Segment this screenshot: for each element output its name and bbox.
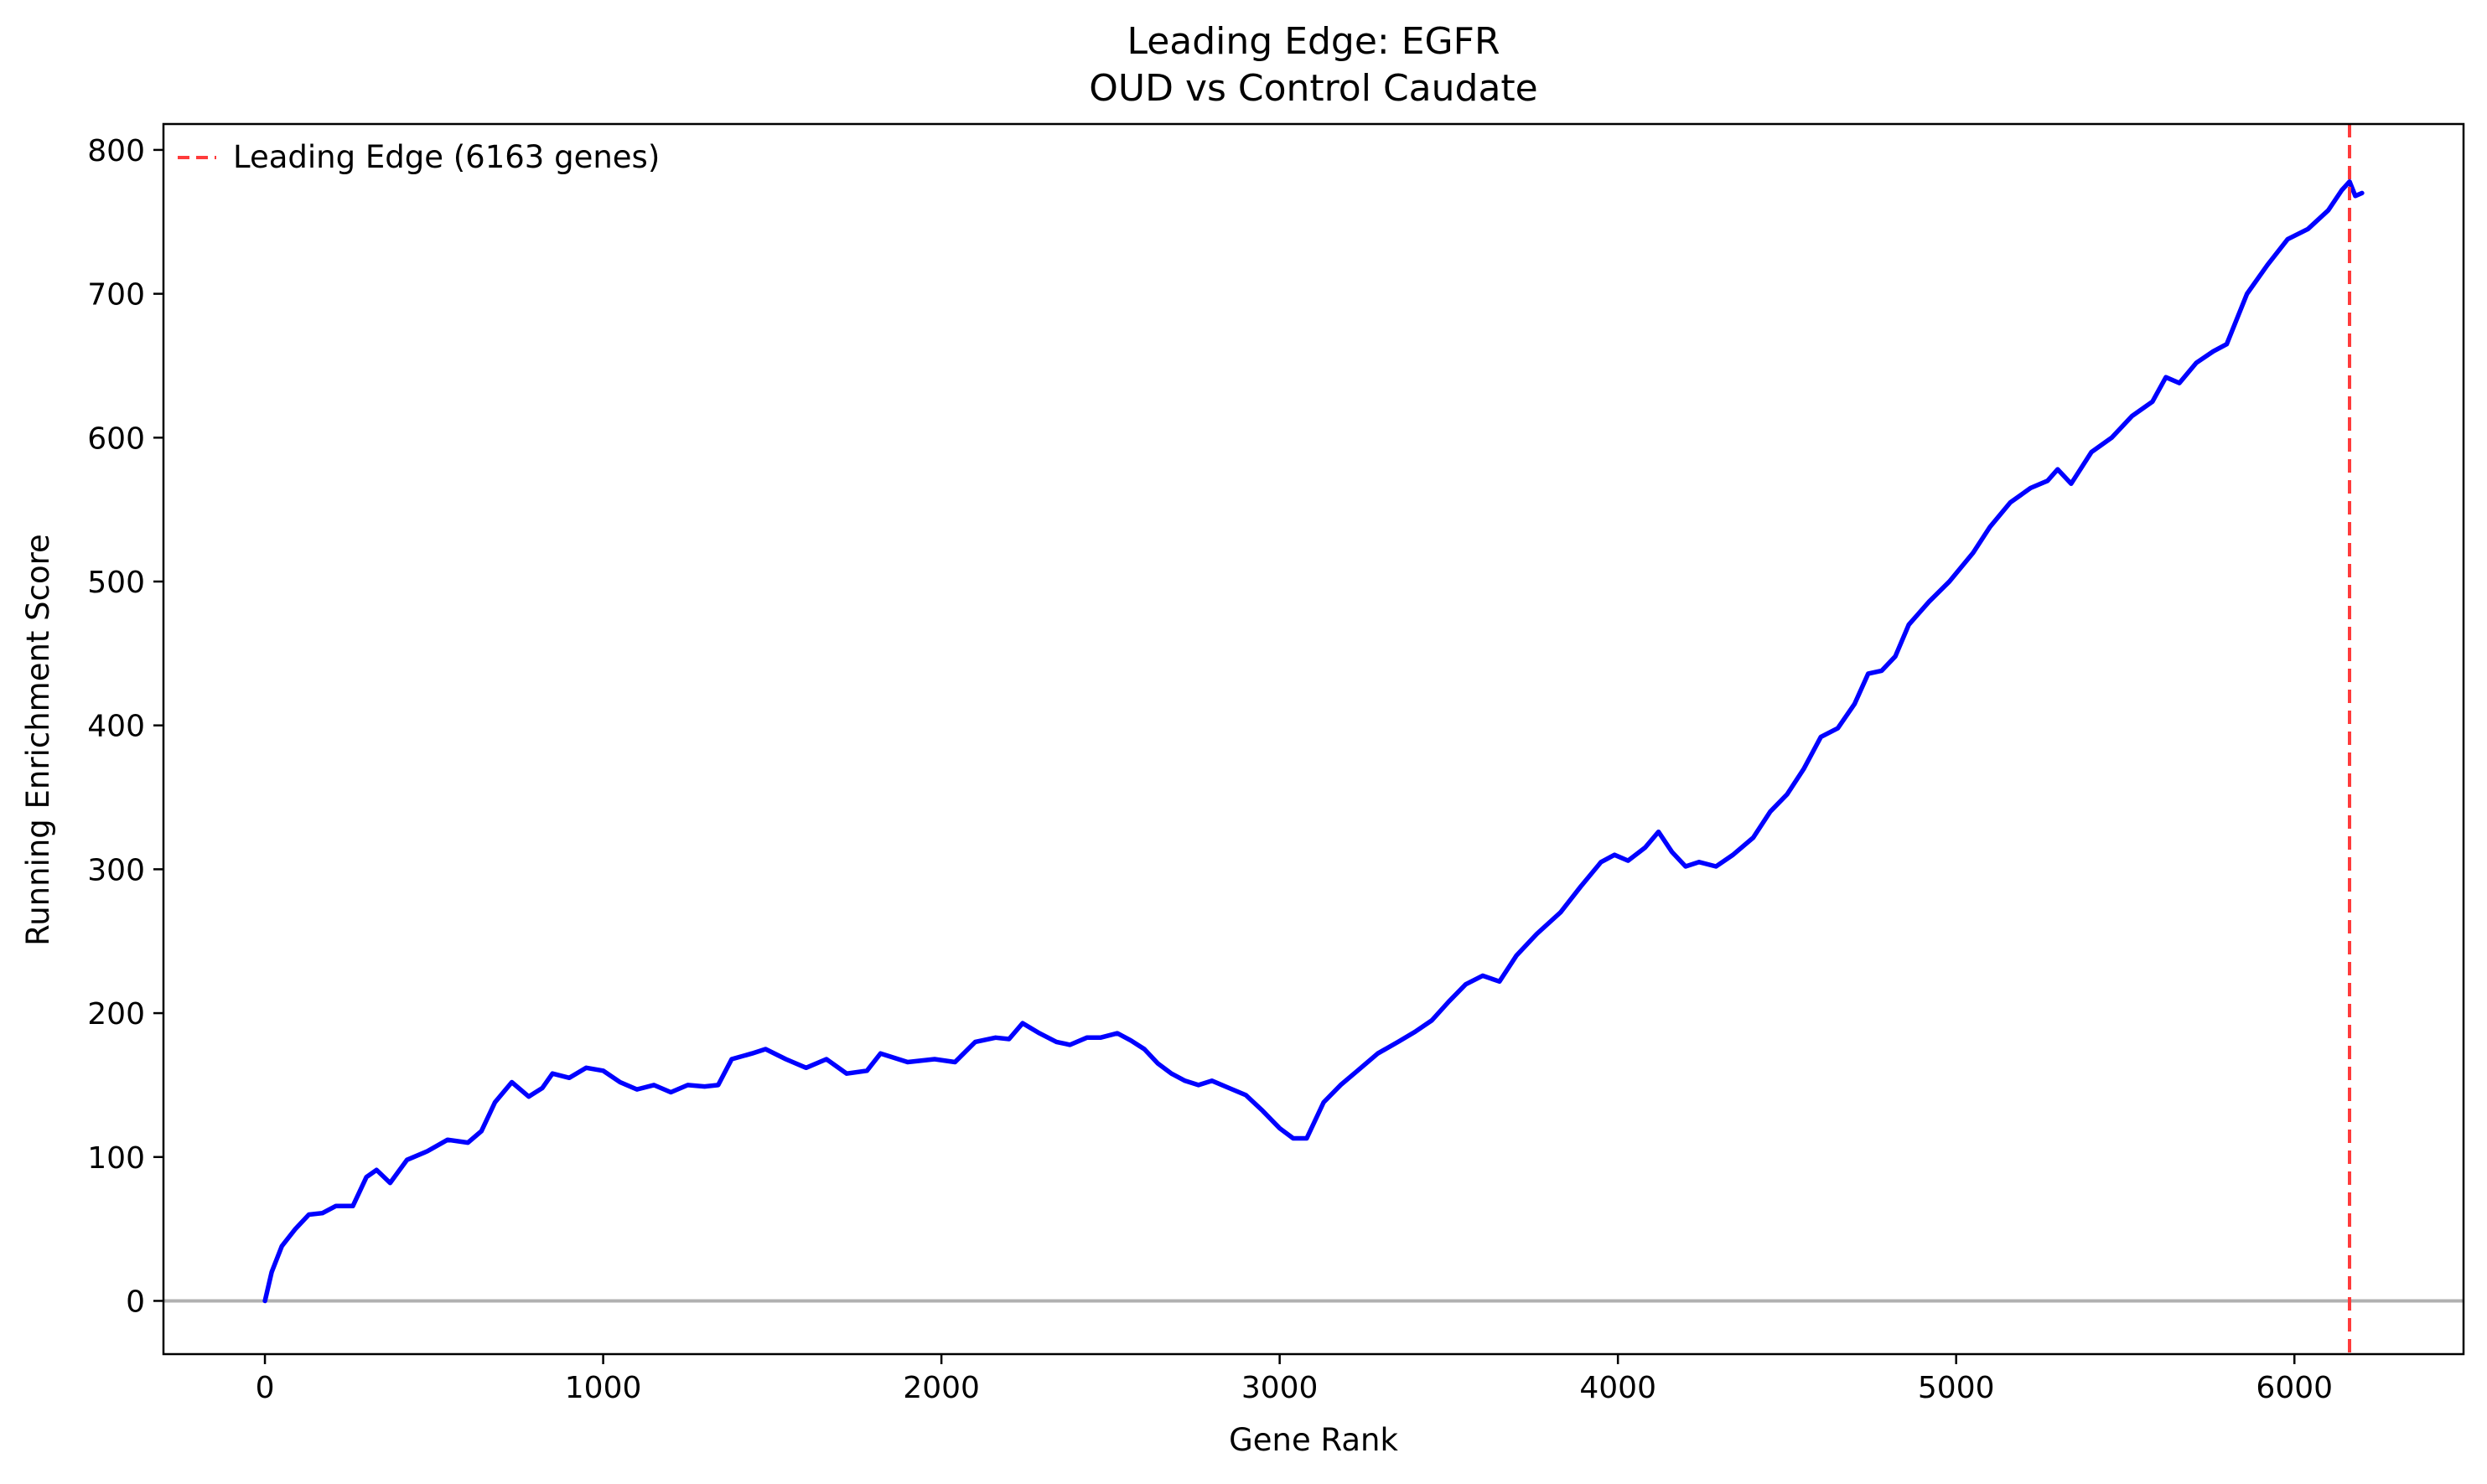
x-tick-label: 3000 bbox=[1241, 1371, 1319, 1405]
x-tick-label: 2000 bbox=[903, 1371, 980, 1405]
x-tick-label: 1000 bbox=[565, 1371, 642, 1405]
y-tick-label: 0 bbox=[126, 1285, 145, 1319]
chart-title: Leading Edge: EGFR bbox=[1127, 20, 1500, 63]
plot-area bbox=[163, 124, 2464, 1354]
chart-subtitle: OUD vs Control Caudate bbox=[1089, 67, 1537, 110]
x-tick-label: 0 bbox=[256, 1371, 275, 1405]
y-tick-label: 500 bbox=[87, 566, 145, 600]
x-tick-label: 5000 bbox=[1918, 1371, 1995, 1405]
legend-leading-edge-label: Leading Edge (6163 genes) bbox=[233, 139, 660, 175]
y-tick-label: 600 bbox=[87, 421, 145, 456]
x-tick-label: 4000 bbox=[1579, 1371, 1656, 1405]
y-tick-label: 100 bbox=[87, 1141, 145, 1176]
legend: Leading Edge (6163 genes) bbox=[178, 139, 660, 175]
y-tick-label: 800 bbox=[87, 134, 145, 168]
enrichment-score-line bbox=[262, 178, 2365, 1304]
y-axis-label: Running Enrichment Score bbox=[20, 534, 56, 946]
y-tick-label: 400 bbox=[87, 710, 145, 744]
y-tick-label: 300 bbox=[87, 853, 145, 887]
x-tick-label: 6000 bbox=[2256, 1371, 2333, 1405]
y-tick-label: 200 bbox=[87, 997, 145, 1032]
y-tick-label: 700 bbox=[87, 278, 145, 313]
x-axis-label: Gene Rank bbox=[1229, 1422, 1398, 1458]
y-axis-ticks: 0 100 200 300 400 500 600 700 800 bbox=[87, 134, 163, 1319]
x-axis-ticks: 0 1000 2000 3000 4000 5000 6000 bbox=[256, 1354, 2333, 1405]
plot-frame bbox=[162, 122, 2465, 1356]
